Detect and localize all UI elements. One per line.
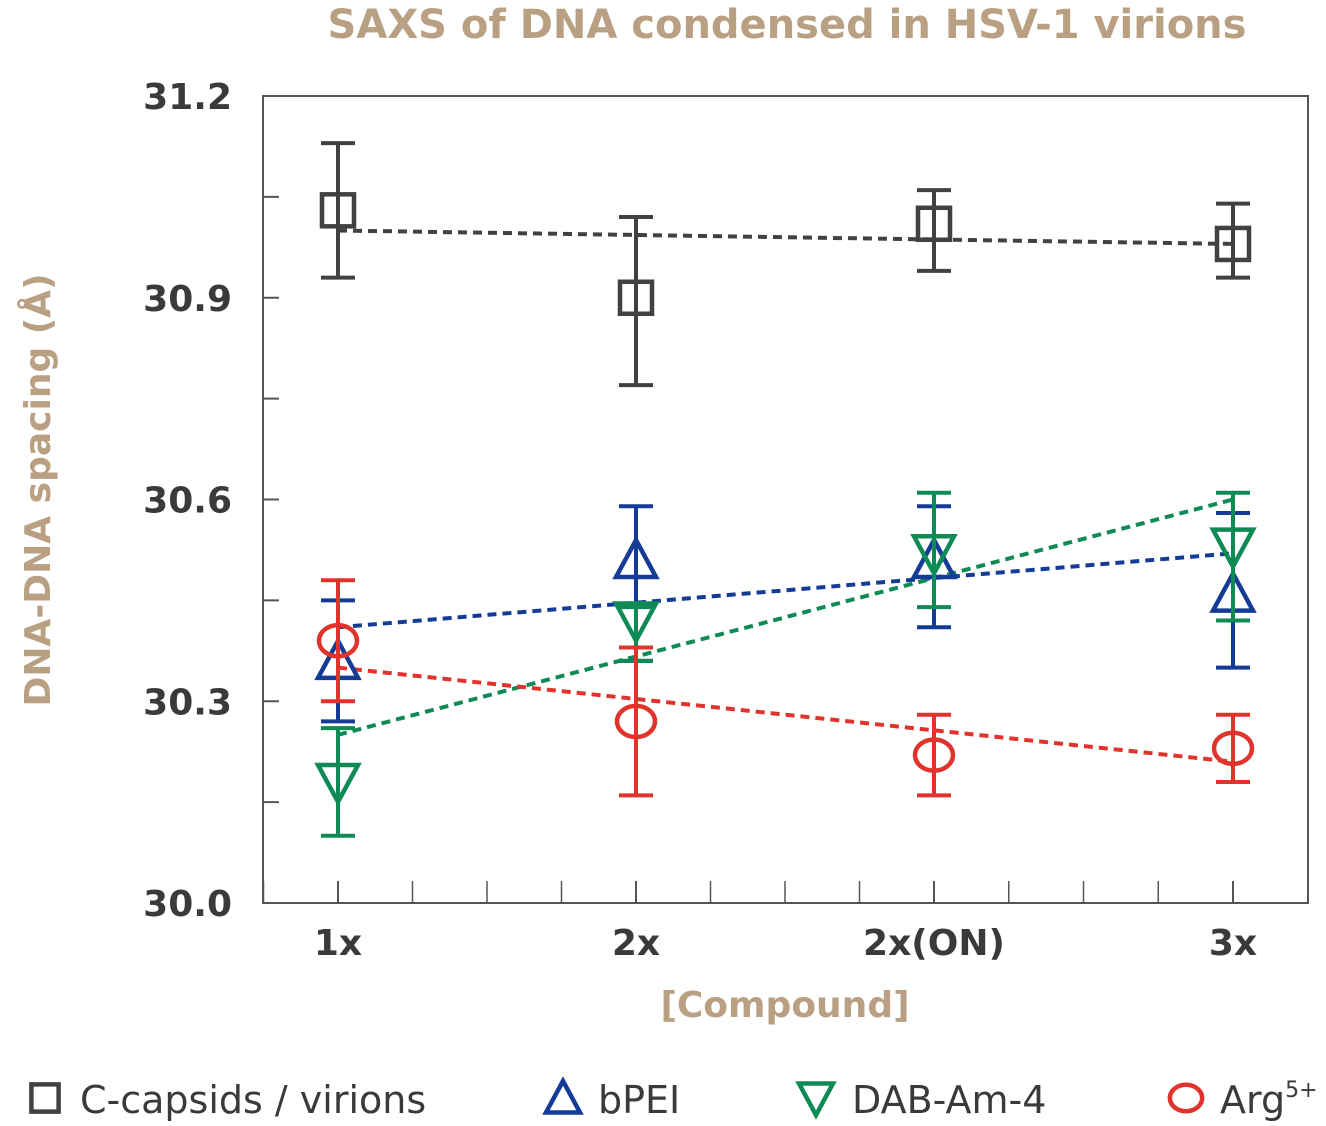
data-point xyxy=(1214,225,1252,263)
legend-label-text: Arg xyxy=(1220,1078,1285,1122)
x-tick-label: 3x xyxy=(1209,923,1257,964)
data-point xyxy=(319,192,357,229)
x-axis-tick-labels: 1x 2x 2x(ON) 3x xyxy=(314,923,1257,964)
data-point xyxy=(910,534,958,579)
series xyxy=(314,490,1257,838)
y-tick-label: 30.6 xyxy=(143,481,232,522)
data-point xyxy=(617,279,655,316)
legend-label: C-capsids / virions xyxy=(80,1078,426,1122)
data-point xyxy=(314,762,362,807)
trend-line xyxy=(337,228,1234,246)
data-point xyxy=(316,622,360,659)
trend-lines xyxy=(337,228,1234,764)
legend-label: DAB-Am-4 xyxy=(852,1078,1046,1122)
y-tick-label: 30.3 xyxy=(143,682,232,723)
legend-label: Arg5+ xyxy=(1220,1078,1318,1122)
data-point xyxy=(612,601,660,646)
data-point xyxy=(915,205,953,243)
y-tick-label: 31.2 xyxy=(143,77,232,118)
y-tick-label: 30.9 xyxy=(143,279,232,320)
legend-label-text: DAB-Am-4 xyxy=(852,1078,1046,1122)
y-axis-ticks xyxy=(263,95,279,904)
y-tick-label: 30.0 xyxy=(143,884,232,925)
x-axis-title: [Compound] xyxy=(660,985,909,1026)
legend-item: Arg5+ xyxy=(1167,1078,1318,1122)
x-tick-label: 1x xyxy=(314,923,362,964)
series xyxy=(316,578,1255,798)
data-point xyxy=(614,703,658,740)
series-layer xyxy=(314,141,1257,838)
data-point xyxy=(1211,730,1255,767)
legend-label-text: C-capsids / virions xyxy=(80,1078,426,1122)
legend-marker xyxy=(1167,1082,1205,1114)
y-axis-tick-labels: 30.0 30.3 30.6 30.9 31.2 xyxy=(143,77,232,925)
x-tick-label: 2x(ON) xyxy=(863,923,1005,964)
legend-item: DAB-Am-4 xyxy=(795,1078,1046,1122)
trend-line xyxy=(337,497,1234,737)
legend-item: bPEI xyxy=(542,1076,680,1122)
series xyxy=(319,141,1252,388)
legend-item: C-capsids / virions xyxy=(29,1078,426,1122)
legend-label-superscript: 5+ xyxy=(1285,1078,1317,1103)
series xyxy=(314,504,1257,724)
legend-label-text: bPEI xyxy=(598,1078,680,1122)
trend-line xyxy=(337,551,1234,630)
legend-label: bPEI xyxy=(598,1078,680,1122)
data-point xyxy=(912,737,956,773)
chart-title: SAXS of DNA condensed in HSV-1 virions xyxy=(328,2,1247,48)
trend-line xyxy=(337,665,1234,764)
legend-marker xyxy=(29,1082,61,1114)
legend-marker xyxy=(542,1076,584,1115)
y-axis-title: DNA-DNA spacing (Å) xyxy=(17,273,59,706)
data-point xyxy=(612,535,660,580)
legend: C-capsids / virions bPEI DAB-Am-4 Arg5+ xyxy=(29,1076,1318,1122)
plot-area xyxy=(262,95,1309,904)
data-point xyxy=(1209,527,1257,572)
legend-marker xyxy=(795,1081,837,1120)
x-tick-label: 2x xyxy=(612,923,660,964)
x-axis-ticks xyxy=(262,881,1309,903)
